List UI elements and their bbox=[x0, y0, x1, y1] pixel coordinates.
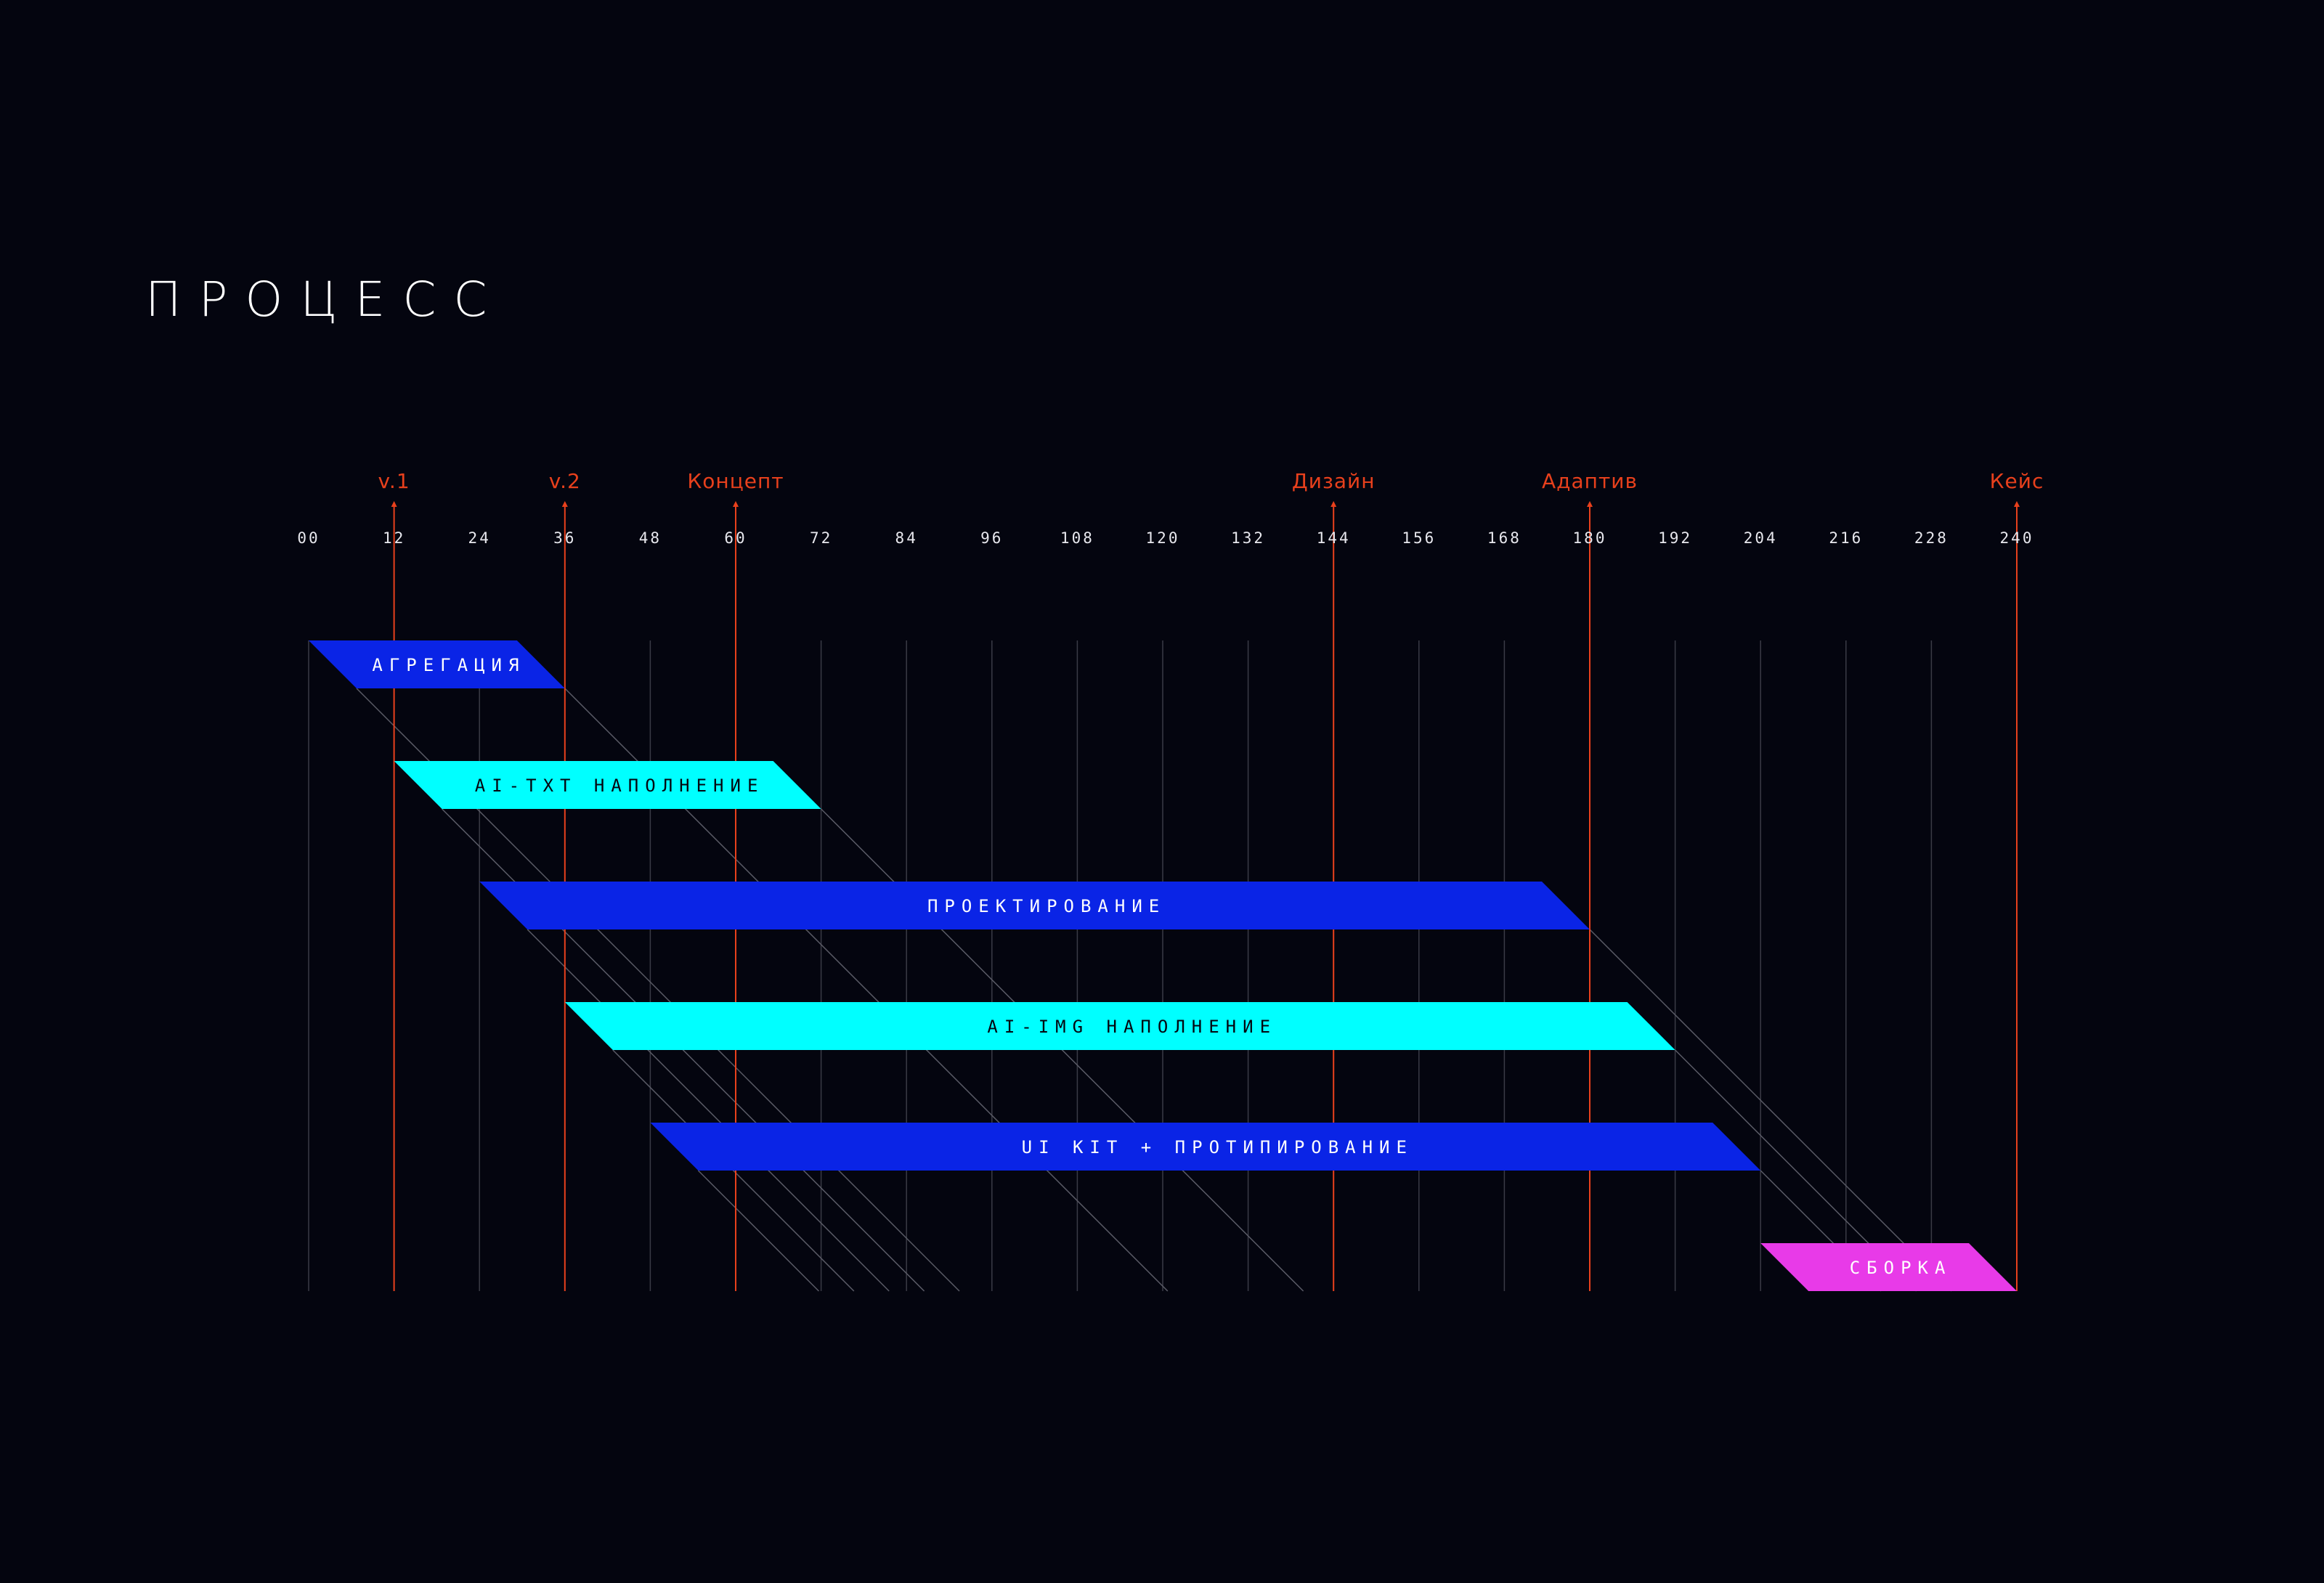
x-tick-label: 192 bbox=[1658, 529, 1692, 547]
task-label: AI-IMG НАПОЛНЕНИЕ bbox=[987, 1017, 1277, 1037]
milestone-marker bbox=[733, 501, 739, 507]
x-tick-label: 24 bbox=[468, 529, 491, 547]
milestone-label: Кейс bbox=[1990, 469, 2044, 493]
x-tick-label: 144 bbox=[1317, 529, 1351, 547]
task-label: СБОРКА bbox=[1850, 1258, 1952, 1278]
milestone-label: Адаптив bbox=[1542, 469, 1638, 493]
milestone-label: v.1 bbox=[378, 469, 410, 493]
milestone-label: Дизайн bbox=[1292, 469, 1376, 493]
task-label: АГРЕГАЦИЯ bbox=[372, 655, 525, 675]
task-bar bbox=[564, 1002, 1675, 1050]
x-tick-label: 216 bbox=[1829, 529, 1863, 547]
task-bar bbox=[650, 1123, 1761, 1171]
milestone-marker bbox=[391, 501, 397, 507]
page-title: ПРОЦЕСС bbox=[145, 272, 505, 327]
x-tick-label: 72 bbox=[810, 529, 832, 547]
x-tick-label: 156 bbox=[1402, 529, 1436, 547]
task-connector bbox=[697, 1170, 819, 1292]
x-tick-label: 180 bbox=[1573, 529, 1607, 547]
x-tick-label: 96 bbox=[980, 529, 1003, 547]
task-bar bbox=[479, 882, 1590, 929]
task-bar bbox=[1760, 1243, 2017, 1291]
milestone-marker bbox=[1330, 501, 1337, 507]
task-bar bbox=[394, 761, 821, 809]
x-tick-label: 168 bbox=[1487, 529, 1521, 547]
grid-lines bbox=[308, 640, 2018, 1291]
x-tick-label: 60 bbox=[724, 529, 747, 547]
x-tick-label: 84 bbox=[895, 529, 918, 547]
x-tick-label: 132 bbox=[1231, 529, 1265, 547]
x-tick-label: 228 bbox=[1914, 529, 1949, 547]
x-tick-label: 108 bbox=[1060, 529, 1094, 547]
x-tick-label: 36 bbox=[553, 529, 576, 547]
task-connector bbox=[527, 929, 890, 1292]
x-tick-label: 00 bbox=[297, 529, 320, 547]
task-label: AI-TXT НАПОЛНЕНИЕ bbox=[475, 776, 765, 796]
milestone-label: v.2 bbox=[549, 469, 581, 493]
milestone-marker bbox=[561, 501, 568, 507]
task-bar bbox=[309, 640, 565, 688]
task-bars: АГРЕГАЦИЯ AI-TXT НАПОЛНЕНИЕ ПРОЕКТИРОВАНИЕ… bbox=[309, 640, 2017, 1291]
task-connector bbox=[1589, 929, 1952, 1292]
milestone-marker bbox=[2014, 501, 2020, 507]
task-label: ПРОЕКТИРОВАНИЕ bbox=[927, 896, 1166, 916]
x-tick-label: 12 bbox=[383, 529, 405, 547]
x-tick-label: 240 bbox=[2000, 529, 2034, 547]
milestone-marker bbox=[1587, 501, 1593, 507]
milestone-label: Концепт bbox=[687, 469, 784, 493]
x-tick-label: 120 bbox=[1146, 529, 1180, 547]
x-axis-ticks: 00 12 24 36 48 60 72 84 96 108 120 132 144 156 168 180 1… bbox=[297, 529, 2034, 547]
x-tick-label: 48 bbox=[639, 529, 662, 547]
x-tick-label: 204 bbox=[1744, 529, 1778, 547]
task-label: UI KIT + ПРОТИПИРОВАНИЕ bbox=[1022, 1137, 1413, 1157]
